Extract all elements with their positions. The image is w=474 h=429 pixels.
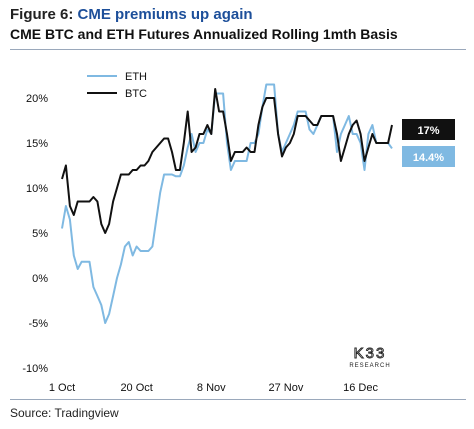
legend: ETH BTC: [87, 71, 147, 100]
bottom-divider: [10, 399, 466, 400]
x-axis-ticks: 1 Oct 20 Oct 8 Nov 27 Nov 16 Dec: [49, 382, 379, 394]
top-divider: [10, 49, 466, 50]
eth-end-badge: 14.4%: [402, 146, 455, 167]
figure-title: Figure 6: CME premiums up again: [10, 6, 253, 23]
y-tick-label: -5%: [28, 318, 48, 330]
eth-series-line: [61, 83, 393, 324]
y-tick-label: -10%: [22, 363, 48, 375]
legend-btc-label: BTC: [125, 88, 147, 100]
btc-end-label: 17%: [417, 125, 439, 137]
y-tick-label: 10%: [26, 183, 48, 195]
source-note: Source: Tradingview: [10, 406, 119, 420]
eth-end-label: 14.4%: [413, 152, 444, 164]
logo-sub: RESEARCH: [349, 363, 390, 369]
x-tick-label: 20 Oct: [120, 382, 152, 394]
y-tick-label: 20%: [26, 93, 48, 105]
x-tick-label: 1 Oct: [49, 382, 75, 394]
legend-eth-label: ETH: [125, 71, 147, 83]
logo-main: K33: [354, 345, 387, 362]
y-axis-ticks: 20% 15% 10% 5% 0% -5% -10%: [22, 93, 48, 375]
k33-logo: K33 RESEARCH: [349, 345, 390, 369]
figure-title-accent: CME premiums up again: [77, 6, 253, 23]
btc-series-line: [61, 88, 393, 234]
x-tick-label: 8 Nov: [197, 382, 226, 394]
figure-title-prefix: Figure 6:: [10, 6, 78, 23]
y-tick-label: 5%: [32, 228, 48, 240]
basis-line-chart: 20% 15% 10% 5% 0% -5% -10% 1 Oct 20 Oct 8 Nov 27 …: [22, 71, 455, 394]
y-tick-label: 15%: [26, 138, 48, 150]
x-tick-label: 27 Nov: [268, 382, 303, 394]
btc-end-badge: 17%: [402, 119, 455, 140]
x-tick-label: 16 Dec: [343, 382, 378, 394]
y-tick-label: 0%: [32, 273, 48, 285]
chart-subtitle: CME BTC and ETH Futures Annualized Rolli…: [10, 26, 398, 42]
